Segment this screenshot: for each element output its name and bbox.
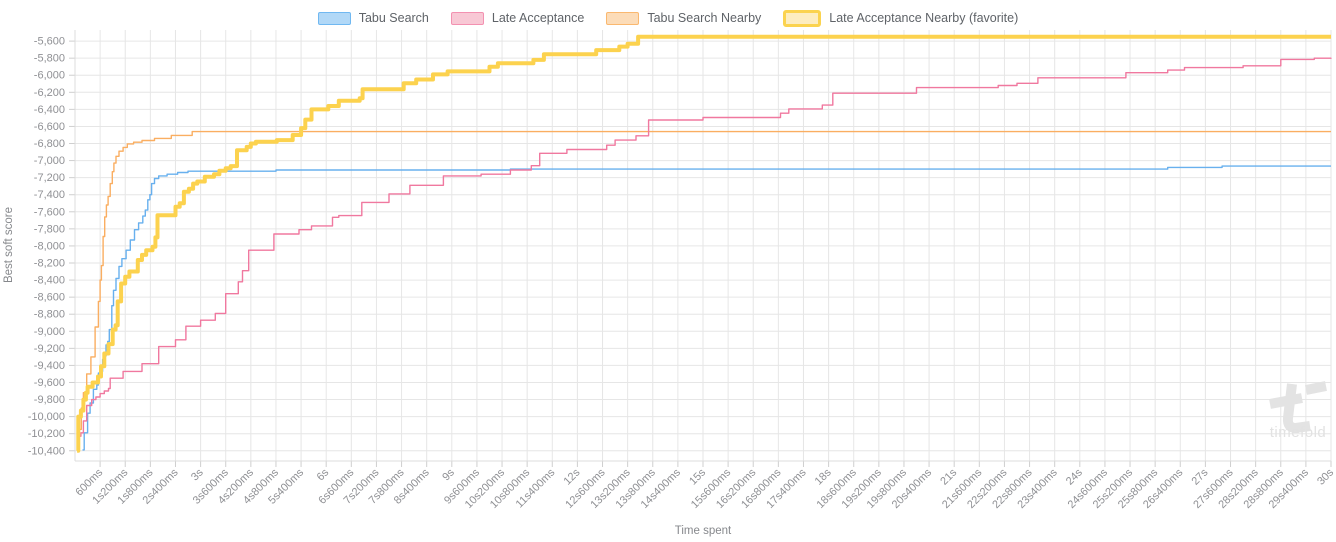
chart-legend: Tabu Search Late Acceptance Tabu Search Ne… <box>0 6 1336 30</box>
svg-text:-7,000: -7,000 <box>34 155 65 167</box>
x-axis-title: Time spent <box>675 525 732 537</box>
svg-text:-8,200: -8,200 <box>34 257 65 269</box>
legend-swatch-tabu-search <box>317 11 351 25</box>
svg-text:-10,400: -10,400 <box>28 445 65 457</box>
svg-text:-7,200: -7,200 <box>34 172 65 184</box>
svg-text:-9,600: -9,600 <box>34 377 65 389</box>
legend-label: Tabu Search Nearby <box>647 11 762 25</box>
svg-text:-6,800: -6,800 <box>34 138 65 150</box>
svg-text:-9,800: -9,800 <box>34 394 65 406</box>
svg-text:6s: 6s <box>315 466 332 483</box>
svg-text:-9,400: -9,400 <box>34 360 65 372</box>
svg-text:-6,400: -6,400 <box>34 104 65 116</box>
svg-text:9s: 9s <box>440 466 457 483</box>
svg-text:-6,000: -6,000 <box>34 70 65 82</box>
axis-lines <box>74 30 1331 462</box>
svg-text:-8,800: -8,800 <box>34 309 65 321</box>
svg-text:-7,600: -7,600 <box>34 206 65 218</box>
svg-text:30s: 30s <box>1315 466 1336 487</box>
axis-titles: Best soft score Time spent <box>3 207 732 537</box>
svg-text:-8,600: -8,600 <box>34 292 65 304</box>
svg-text:-7,400: -7,400 <box>34 189 65 201</box>
grid-lines <box>75 30 1332 461</box>
svg-text:3s: 3s <box>189 466 206 483</box>
legend-item-tabu-search-nearby[interactable]: Tabu Search Nearby <box>606 11 761 25</box>
watermark-label: timefold <box>1269 424 1327 441</box>
axis-ticks <box>69 40 1332 467</box>
legend-swatch-late-acceptance <box>450 11 484 25</box>
legend-item-late-acceptance-nearby-favorite[interactable]: Late Acceptance Nearby (favorite) <box>783 9 1019 27</box>
svg-text:-9,000: -9,000 <box>34 326 65 338</box>
series-line-tabu-search <box>82 165 1331 451</box>
svg-text:-7,800: -7,800 <box>34 223 65 235</box>
axis-tick-labels: -5,600 -5,800 -6,000 -6,200 -6,400 -6,600 -6,8… <box>28 36 1336 511</box>
legend-item-tabu-search[interactable]: Tabu Search <box>317 11 429 25</box>
svg-text:-5,800: -5,800 <box>34 53 65 65</box>
legend-label: Tabu Search <box>358 11 429 25</box>
svg-text:-8,400: -8,400 <box>34 275 65 287</box>
svg-text:15s: 15s <box>687 466 708 487</box>
svg-text:12s: 12s <box>561 466 582 487</box>
y-axis-title: Best soft score <box>3 207 15 283</box>
legend-swatch-tabu-search-nearby <box>606 11 640 25</box>
legend-label: Late Acceptance Nearby (favorite) <box>829 11 1019 25</box>
svg-text:24s: 24s <box>1064 466 1085 487</box>
svg-text:-10,000: -10,000 <box>28 411 65 423</box>
series-line-late-acceptance-nearby-favorite <box>76 34 1331 453</box>
svg-text:-5,600: -5,600 <box>34 36 65 48</box>
svg-text:-6,200: -6,200 <box>34 87 65 99</box>
svg-text:-8,000: -8,000 <box>34 240 65 252</box>
series-line-tabu-search-nearby <box>77 130 1331 452</box>
svg-text:-6,600: -6,600 <box>34 121 65 133</box>
svg-text:21s: 21s <box>938 466 959 487</box>
svg-text:27s: 27s <box>1189 466 1210 487</box>
svg-text:-9,200: -9,200 <box>34 343 65 355</box>
legend-swatch-late-acceptance-nearby-favorite <box>783 9 822 27</box>
svg-text:18s: 18s <box>813 466 834 487</box>
legend-item-late-acceptance[interactable]: Late Acceptance <box>450 11 585 25</box>
svg-text:-10,200: -10,200 <box>28 428 65 440</box>
series-line-late-acceptance <box>77 57 1332 448</box>
series-lines <box>76 34 1332 453</box>
legend-label: Late Acceptance <box>491 11 585 25</box>
